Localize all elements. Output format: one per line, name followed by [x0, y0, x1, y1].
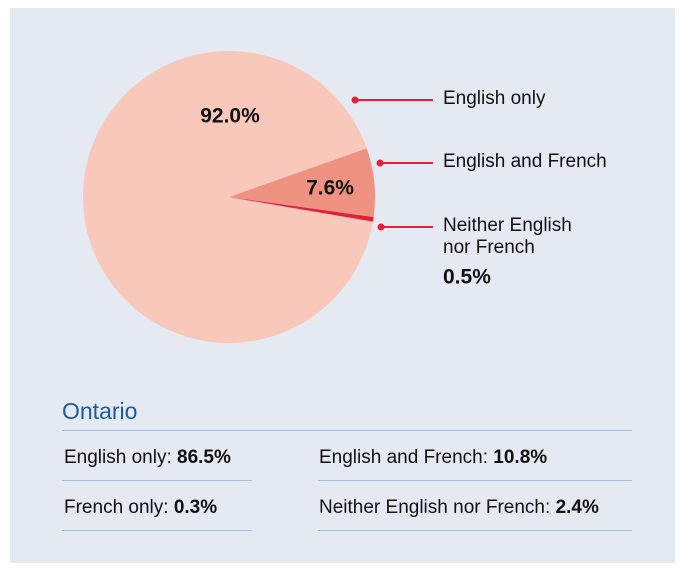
stat-label: French only: [64, 497, 169, 518]
pie-slice [82, 51, 373, 344]
legend-label: Neither English nor French [443, 215, 572, 258]
stat-value: 86.5% [177, 447, 231, 468]
stat-item: French only: 0.3% [64, 497, 217, 519]
data-label: 92.0% [200, 105, 260, 128]
stat-value: 10.8% [493, 447, 548, 468]
section-title: Ontario [62, 398, 138, 424]
pie-slice [229, 197, 374, 222]
divider [62, 430, 632, 431]
stat-item: English and French: 10.8% [319, 447, 547, 469]
stat-item: English only: 86.5% [64, 447, 231, 469]
divider [62, 530, 252, 531]
stat-label: English only: [64, 447, 172, 468]
stat-label: English and French: [319, 447, 488, 468]
legend-label: English and French [443, 151, 607, 172]
stat-item: Neither English nor French: 2.4% [319, 497, 599, 519]
data-label: 0.5% [443, 266, 491, 289]
leader-dot [351, 96, 359, 104]
divider [318, 480, 632, 481]
divider [62, 480, 252, 481]
divider [318, 530, 632, 531]
leader-dot [377, 223, 385, 231]
stat-value: 0.3% [173, 497, 218, 518]
leader-dot [376, 159, 384, 167]
data-label: 7.6% [306, 177, 354, 200]
pie-slice [229, 148, 375, 218]
chart: 92.0% 7.6% 0.5% [82, 51, 491, 344]
stat-value: 2.4% [555, 497, 599, 518]
stat-label: Neither English nor French: [319, 497, 551, 518]
legend-label: English only [443, 88, 546, 109]
